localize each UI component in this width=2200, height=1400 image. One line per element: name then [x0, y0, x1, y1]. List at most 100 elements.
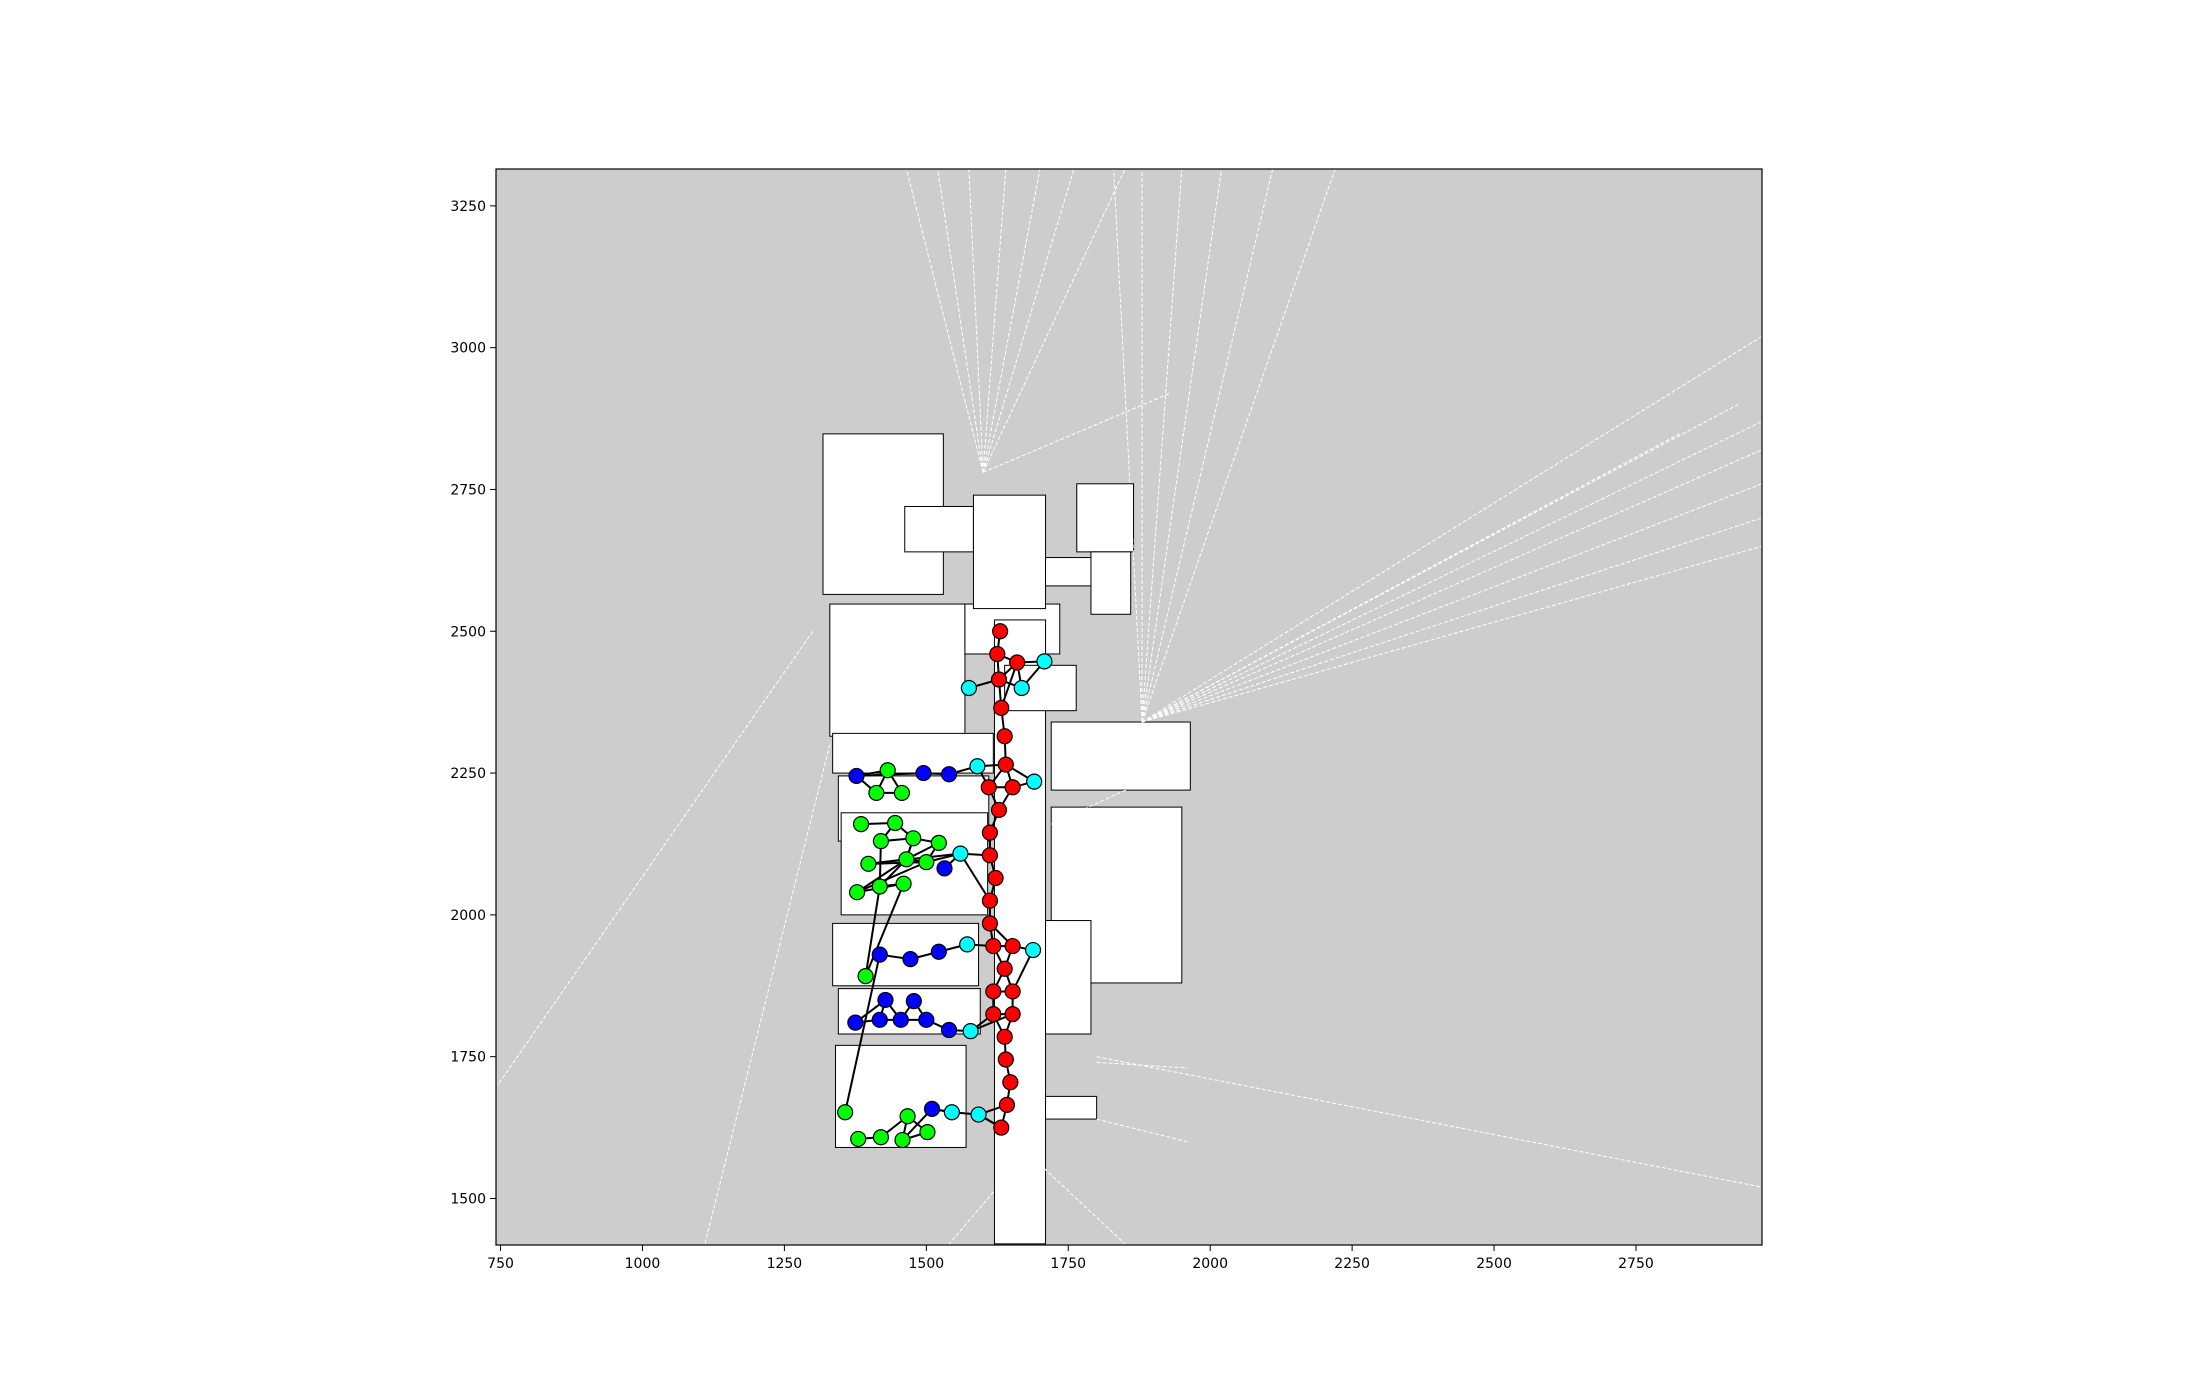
- cyan-node: [1013, 679, 1030, 697]
- free-region: [834, 1044, 967, 1148]
- free-region: [1045, 1095, 1098, 1120]
- green-node: [872, 833, 890, 850]
- red-node: [1009, 654, 1026, 671]
- red-node: [992, 623, 1009, 640]
- y-tick-label: 2000: [450, 908, 486, 924]
- cyan-node: [952, 845, 969, 862]
- green-node: [837, 1104, 854, 1121]
- red-node: [989, 645, 1006, 663]
- red-node: [987, 869, 1004, 887]
- red-node: [1004, 937, 1021, 955]
- laser-ray: [982, 169, 1126, 473]
- red-node: [990, 801, 1008, 819]
- red-node: [993, 1119, 1010, 1136]
- blue-node: [847, 1014, 864, 1031]
- blue-node: [871, 1011, 888, 1028]
- laser-ray: [1141, 545, 1762, 723]
- free-region: [1045, 920, 1092, 1035]
- green-node: [872, 1129, 890, 1146]
- red-node: [993, 699, 1010, 716]
- cyan-node: [962, 1023, 979, 1040]
- green-node: [918, 854, 935, 871]
- laser-ray: [1141, 449, 1762, 723]
- laser-ray: [948, 1164, 1018, 1245]
- blue-node: [923, 1100, 941, 1117]
- laser-ray: [1096, 1061, 1188, 1069]
- green-node: [857, 968, 874, 985]
- laser-ray: [1039, 1164, 1126, 1245]
- blue-node: [918, 1011, 935, 1028]
- blue-node: [877, 991, 894, 1009]
- laser-ray: [1096, 1118, 1188, 1143]
- graph-edge: [856, 861, 927, 894]
- cyan-node: [970, 1106, 987, 1123]
- free-region: [904, 505, 974, 553]
- green-node: [852, 816, 870, 833]
- blue-node: [848, 767, 865, 785]
- graph-edge: [864, 886, 881, 977]
- red-node: [1004, 983, 1021, 1000]
- red-node: [1002, 1074, 1019, 1091]
- green-node: [850, 1130, 867, 1148]
- graph-edge: [864, 883, 905, 977]
- free-region: [1076, 483, 1135, 553]
- blue-node: [940, 766, 958, 783]
- green-node: [871, 878, 888, 895]
- laser-ray: [1113, 169, 1143, 723]
- x-tick-label: 2250: [1334, 1256, 1370, 1272]
- x-tick-label: 2000: [1192, 1256, 1228, 1272]
- red-node: [996, 1028, 1013, 1045]
- laser-rays: [497, 169, 1762, 1245]
- green-node: [860, 855, 877, 872]
- x-tick-label: 750: [487, 1256, 514, 1272]
- green-node: [868, 784, 885, 802]
- laser-ray: [1096, 1056, 1762, 1188]
- y-tick-label: 3250: [450, 199, 486, 215]
- laser-ray: [1141, 420, 1762, 723]
- green-node: [905, 830, 922, 847]
- laser-ray: [1141, 517, 1762, 723]
- x-axis: 750 1000 1250 1500 1750 2000 2250 2500 2750: [487, 1245, 1654, 1272]
- graph-nodes: [837, 623, 1053, 1149]
- cyan-node: [1024, 941, 1042, 959]
- red-node: [980, 779, 997, 796]
- laser-ray: [982, 169, 1041, 473]
- free-region: [832, 732, 994, 774]
- laser-ray: [905, 169, 984, 473]
- laser-ray: [1141, 169, 1274, 723]
- laser-ray: [1141, 169, 1223, 723]
- x-tick-label: 1750: [1050, 1256, 1086, 1272]
- y-tick-label: 1500: [450, 1191, 486, 1207]
- red-node: [985, 937, 1002, 955]
- blue-node: [936, 860, 953, 877]
- green-node: [899, 1108, 916, 1125]
- graph-edge: [959, 853, 991, 902]
- red-node: [985, 983, 1002, 1000]
- y-tick-label: 1750: [450, 1050, 486, 1066]
- laser-ray: [1141, 432, 1682, 723]
- green-node: [894, 1131, 911, 1149]
- graph-edge: [868, 861, 927, 865]
- laser-ray: [1051, 761, 1188, 825]
- free-region: [1045, 557, 1093, 587]
- cyan-node: [959, 936, 976, 953]
- red-node: [996, 728, 1013, 745]
- green-node: [879, 762, 896, 779]
- red-node: [1004, 779, 1021, 796]
- cyan-node: [1026, 773, 1043, 790]
- laser-ray: [982, 169, 1075, 473]
- free-region: [972, 494, 1047, 610]
- red-node: [1004, 1006, 1021, 1023]
- cyan-node: [943, 1104, 960, 1121]
- red-node: [990, 671, 1008, 688]
- y-tick-label: 2750: [450, 482, 486, 498]
- free-region: [1090, 551, 1132, 615]
- blue-node: [905, 992, 922, 1010]
- plot-area: [496, 169, 1762, 1245]
- red-node: [998, 1096, 1016, 1113]
- red-node: [981, 892, 999, 909]
- laser-ray: [1141, 169, 1336, 723]
- red-node: [985, 1006, 1002, 1023]
- laser-ray: [497, 630, 814, 1086]
